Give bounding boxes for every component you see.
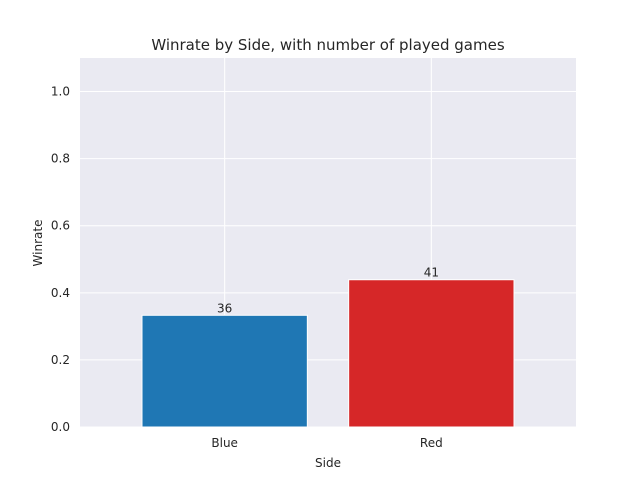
x-tick-labels: Blue Red — [211, 436, 442, 450]
y-tick-label: 0.0 — [51, 420, 70, 434]
bar-value-label: 41 — [424, 266, 439, 280]
bar-blue — [141, 314, 308, 428]
bar-value-label: 36 — [217, 301, 232, 315]
y-tick-label: 0.6 — [51, 219, 70, 233]
y-tick-label: 0.8 — [51, 152, 70, 166]
y-tick-label: 0.2 — [51, 353, 70, 367]
y-tick-label: 1.0 — [51, 85, 70, 99]
x-tick-label: Blue — [211, 436, 238, 450]
y-axis-label: Winrate — [31, 220, 45, 267]
x-axis-label: Side — [315, 456, 341, 470]
x-tick-label: Red — [420, 436, 443, 450]
y-tick-label: 0.4 — [51, 286, 70, 300]
chart-title: Winrate by Side, with number of played g… — [151, 36, 505, 54]
y-tick-labels: 0.0 0.2 0.4 0.6 0.8 1.0 — [51, 85, 70, 434]
bars — [141, 279, 515, 428]
bar-value-labels: 36 41 — [217, 266, 439, 316]
bar-red — [348, 279, 515, 428]
